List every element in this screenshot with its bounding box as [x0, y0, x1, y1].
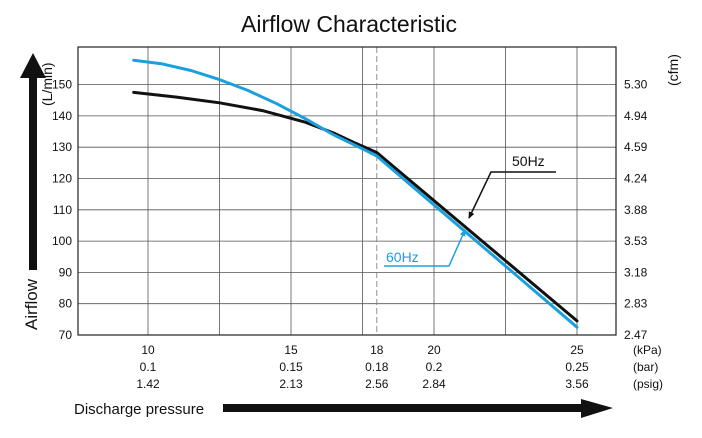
- y-tick-label-left: 130: [52, 140, 72, 154]
- grid: [78, 47, 616, 335]
- y-axis-arrow-shaft: [29, 76, 37, 270]
- series-line-60hz: [132, 58, 579, 329]
- y-unit-right: (cfm): [665, 54, 681, 86]
- x-tick-label: 3.56: [565, 377, 589, 391]
- x-tick-label: 1.42: [136, 377, 160, 391]
- x-tick-label: 0.1: [140, 360, 157, 374]
- y-axis-arrow-head: [20, 53, 46, 78]
- x-unit-psig: (psig): [633, 377, 663, 391]
- y-tick-label-left: 110: [53, 203, 72, 217]
- x-tick-label: 2.84: [422, 377, 446, 391]
- y-tick-labels-right: 2.47 2.83 3.18 3.53 3.88 4.24 4.59 4.94 5.30: [624, 78, 648, 342]
- y-tick-label-right: 4.59: [624, 140, 648, 154]
- y-axis-label: Airflow: [22, 278, 41, 330]
- y-tick-label-right: 4.94: [624, 109, 648, 123]
- y-tick-label-right: 3.88: [624, 203, 648, 217]
- y-tick-label-left: 70: [59, 328, 73, 342]
- y-tick-label-left: 90: [59, 265, 73, 279]
- x-unit-kpa: (kPa): [633, 343, 662, 357]
- annotation-60hz-label: 60Hz: [386, 249, 419, 265]
- y-tick-labels-left: 70 80 90 100 110 120 130 140 150: [52, 78, 72, 342]
- x-unit-bar: (bar): [633, 360, 658, 374]
- x-tick-labels: 10 0.1 1.42 15 0.15 2.13 18 0.18 2.56 20 0.2 2.84 25…: [136, 343, 589, 391]
- y-tick-label-right: 5.30: [624, 78, 648, 92]
- series: [132, 58, 579, 329]
- x-tick-label: 0.15: [279, 360, 303, 374]
- x-tick-label: 25: [570, 343, 584, 357]
- y-tick-label-right: 2.83: [624, 297, 648, 311]
- x-tick-label: 2.13: [279, 377, 303, 391]
- y-tick-label-right: 3.18: [624, 265, 648, 279]
- plot-frame: [77, 46, 617, 336]
- x-tick-label: 0.18: [365, 360, 389, 374]
- y-tick-label-left: 150: [52, 78, 72, 92]
- annotation-50hz-label: 50Hz: [512, 153, 545, 169]
- x-tick-label: 18: [370, 343, 384, 357]
- y-tick-label-right: 2.47: [624, 328, 648, 342]
- x-tick-label: 15: [284, 343, 298, 357]
- x-tick-label: 0.2: [426, 360, 443, 374]
- y-tick-label-right: 3.53: [624, 234, 648, 248]
- chart-title: Airflow Characteristic: [241, 11, 457, 37]
- y-tick-label-left: 100: [52, 234, 72, 248]
- series-line-50hz: [132, 90, 579, 323]
- y-unit-left: (L/min): [39, 62, 55, 106]
- y-tick-label-left: 120: [52, 172, 72, 186]
- x-tick-label: 2.56: [365, 377, 389, 391]
- x-tick-label: 0.25: [565, 360, 589, 374]
- x-axis-arrow-head: [581, 399, 613, 418]
- y-tick-label-left: 140: [52, 109, 72, 123]
- x-tick-label: 20: [427, 343, 441, 357]
- x-tick-label: 10: [141, 343, 155, 357]
- annotation-60hz-leader: [384, 229, 466, 267]
- y-tick-label-left: 80: [59, 297, 73, 311]
- x-axis-label: Discharge pressure: [74, 401, 204, 418]
- x-axis-arrow-shaft: [223, 404, 583, 412]
- y-tick-label-right: 4.24: [624, 172, 648, 186]
- annotation-50hz-leader: [468, 171, 556, 219]
